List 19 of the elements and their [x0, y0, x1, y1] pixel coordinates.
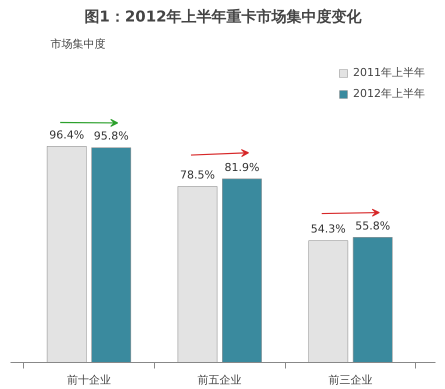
- data-label: 55.8%: [355, 219, 390, 232]
- bar: [178, 186, 218, 362]
- chart-title: 图1：2012年上半年重卡市场集中度变化: [84, 8, 363, 26]
- bar: [222, 178, 262, 362]
- x-tick-label: 前三企业: [328, 374, 372, 386]
- bar: [46, 146, 87, 362]
- legend-label: 2011年上半年: [353, 65, 425, 80]
- data-label: 96.4%: [49, 128, 84, 142]
- data-label: 95.8%: [94, 130, 129, 143]
- data-label: 54.3%: [310, 222, 346, 236]
- bar: [308, 240, 348, 362]
- data-label: 81.9%: [224, 160, 260, 174]
- x-tick-label: 前十企业: [66, 374, 111, 386]
- bar: [352, 237, 393, 362]
- legend-label: 2012年上半年: [353, 86, 425, 101]
- text: 市场集中度: [50, 38, 106, 50]
- data-label: 78.5%: [180, 168, 215, 182]
- x-tick-label: 前五企业: [198, 374, 242, 386]
- bar: [91, 147, 132, 362]
